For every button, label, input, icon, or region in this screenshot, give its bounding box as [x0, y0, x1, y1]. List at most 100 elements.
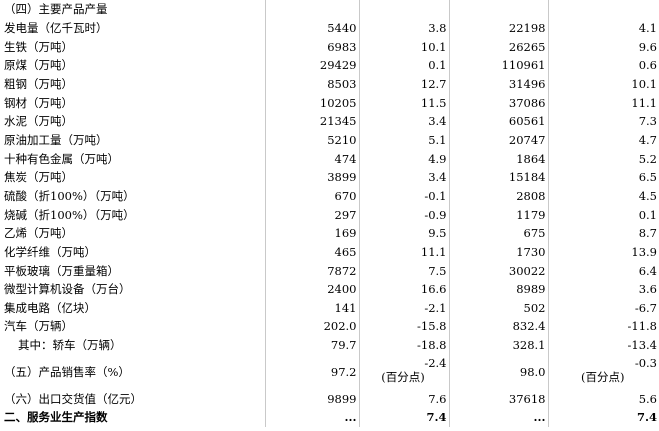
growth-unit: (百分点) [581, 370, 625, 385]
cell-ytd-value: 31496 [448, 74, 548, 94]
row-label: 集成电路（亿块） [4, 300, 96, 315]
cell-month-growth: 7.6 [358, 389, 449, 409]
growth-value: -2.4 [424, 356, 447, 371]
table-row: 原油加工量（万吨） 5210 5.1 20747 4.7 [0, 130, 659, 150]
cell-month-value: 2400 [264, 279, 359, 299]
cell-month-value: 141 [264, 298, 359, 318]
cell-ytd-growth: 10.1 [547, 74, 659, 94]
table-row: 微型计算机设备（万台） 2400 16.6 8989 3.6 [0, 279, 659, 299]
cell-month-growth: 16.6 [358, 279, 449, 299]
cell-ytd-value: 37618 [448, 389, 548, 409]
table-row: 十种有色金属（万吨） 474 4.9 1864 5.2 [0, 149, 659, 168]
row-label: （六）出口交货值（亿元） [4, 391, 142, 406]
cell-ytd-value: 37086 [448, 93, 548, 112]
cell-month-value: 3899 [264, 167, 359, 187]
row-label: 二、服务业生产指数 [4, 410, 108, 425]
cell-ytd-growth: 13.9 [547, 242, 659, 262]
cell-month-value: ... [264, 408, 359, 427]
cell-month-value: 202.0 [264, 317, 359, 336]
cell-month-growth: 7.5 [358, 261, 449, 280]
cell-ytd-value: 110961 [448, 55, 548, 75]
cell-month-growth: -0.1 [358, 186, 449, 206]
row-label: 原煤（万吨） [4, 58, 73, 73]
cell-month-value: 169 [264, 223, 359, 243]
table-row: 平板玻璃（万重量箱） 7872 7.5 30022 6.4 [0, 261, 659, 280]
row-label: （五）产品销售率（%） [4, 364, 130, 379]
cell-month-growth: -2.4 (百分点) [358, 354, 449, 390]
row-label: 微型计算机设备（万台） [4, 282, 131, 297]
cell-month-value: 5210 [264, 130, 359, 150]
table-row: 乙烯（万吨） 169 9.5 675 8.7 [0, 223, 659, 243]
cell-ytd-growth [547, 0, 659, 19]
table-row: 化学纤维（万吨） 465 11.1 1730 13.9 [0, 242, 659, 262]
cell-ytd-value: 8989 [448, 279, 548, 299]
cell-ytd-value: ... [448, 408, 548, 427]
services-index-row: 二、服务业生产指数 ... 7.4 ... 7.4 [0, 408, 659, 427]
row-label: 粗钢（万吨） [4, 76, 73, 91]
table-row: 粗钢（万吨） 8503 12.7 31496 10.1 [0, 74, 659, 94]
cell-ytd-growth: 4.7 [547, 130, 659, 150]
cell-month-value: 670 [264, 186, 359, 206]
cell-month-growth: 0.1 [358, 55, 449, 75]
section-header-row: （四）主要产品产量 [0, 0, 659, 19]
row-label: 硫酸（折100%）（万吨） [4, 188, 135, 203]
row-label: 平板玻璃（万重量箱） [4, 263, 119, 278]
sales-rate-row: （五）产品销售率（%） 97.2 -2.4 (百分点) 98.0 -0.3 (百… [0, 354, 659, 390]
row-label: （四）主要产品产量 [4, 2, 108, 17]
cell-ytd-growth: 0.1 [547, 205, 659, 224]
cell-ytd-value: 1179 [448, 205, 548, 224]
cell-ytd-value: 1730 [448, 242, 548, 262]
cell-month-growth: 4.9 [358, 149, 449, 168]
table-row: 水泥（万吨） 21345 3.4 60561 7.3 [0, 111, 659, 131]
cell-month-value: 6983 [264, 37, 359, 56]
table-row: 集成电路（亿块） 141 -2.1 502 -6.7 [0, 298, 659, 318]
cell-ytd-growth: -13.4 [547, 335, 659, 355]
cell-ytd-growth: 7.3 [547, 111, 659, 131]
cell-ytd-value: 30022 [448, 261, 548, 280]
cell-ytd-growth: 4.1 [547, 18, 659, 38]
cell-month-value: 8503 [264, 74, 359, 94]
cell-ytd-value [448, 0, 548, 19]
growth-value: -0.3 [634, 356, 657, 371]
table-row: 其中：轿车（万辆） 79.7 -18.8 328.1 -13.4 [0, 335, 659, 355]
cell-ytd-growth: 8.7 [547, 223, 659, 243]
row-label: 钢材（万吨） [4, 95, 73, 110]
row-label: 烧碱（折100%）（万吨） [4, 207, 135, 222]
row-label: 乙烯（万吨） [4, 226, 73, 241]
cell-ytd-value: 1864 [448, 149, 548, 168]
cell-ytd-value: 22198 [448, 18, 548, 38]
cell-ytd-growth: -0.3 (百分点) [547, 354, 659, 390]
cell-ytd-growth: 7.4 [547, 408, 659, 427]
cell-month-growth: 7.4 [358, 408, 449, 427]
table-row: 生铁（万吨） 6983 10.1 26265 9.6 [0, 37, 659, 56]
cell-month-growth: 3.4 [358, 111, 449, 131]
row-label: 其中：轿车（万辆） [18, 338, 122, 353]
cell-ytd-growth: 9.6 [547, 37, 659, 56]
table-row: 汽车（万辆） 202.0 -15.8 832.4 -11.8 [0, 317, 659, 336]
cell-ytd-growth: 5.6 [547, 389, 659, 409]
cell-month-growth: 11.5 [358, 93, 449, 112]
cell-month-value: 79.7 [264, 335, 359, 355]
cell-month-growth: 3.4 [358, 167, 449, 187]
table-row: 硫酸（折100%）（万吨） 670 -0.1 2808 4.5 [0, 186, 659, 206]
cell-month-growth [358, 0, 449, 19]
cell-month-growth: -15.8 [358, 317, 449, 336]
cell-month-value: 465 [264, 242, 359, 262]
cell-month-value: 297 [264, 205, 359, 224]
row-label: 化学纤维（万吨） [4, 244, 96, 259]
cell-month-value: 29429 [264, 55, 359, 75]
row-label: 生铁（万吨） [4, 39, 73, 54]
cell-ytd-value: 2808 [448, 186, 548, 206]
row-label: 水泥（万吨） [4, 114, 73, 129]
cell-ytd-value: 98.0 [448, 354, 548, 390]
cell-ytd-growth: 4.5 [547, 186, 659, 206]
cell-month-growth: -18.8 [358, 335, 449, 355]
table-row: 烧碱（折100%）（万吨） 297 -0.9 1179 0.1 [0, 205, 659, 224]
cell-month-growth: 3.8 [358, 18, 449, 38]
growth-unit: (百分点) [381, 370, 425, 385]
cell-ytd-value: 502 [448, 298, 548, 318]
cell-ytd-growth: 6.5 [547, 167, 659, 187]
row-label: 十种有色金属（万吨） [4, 151, 119, 166]
